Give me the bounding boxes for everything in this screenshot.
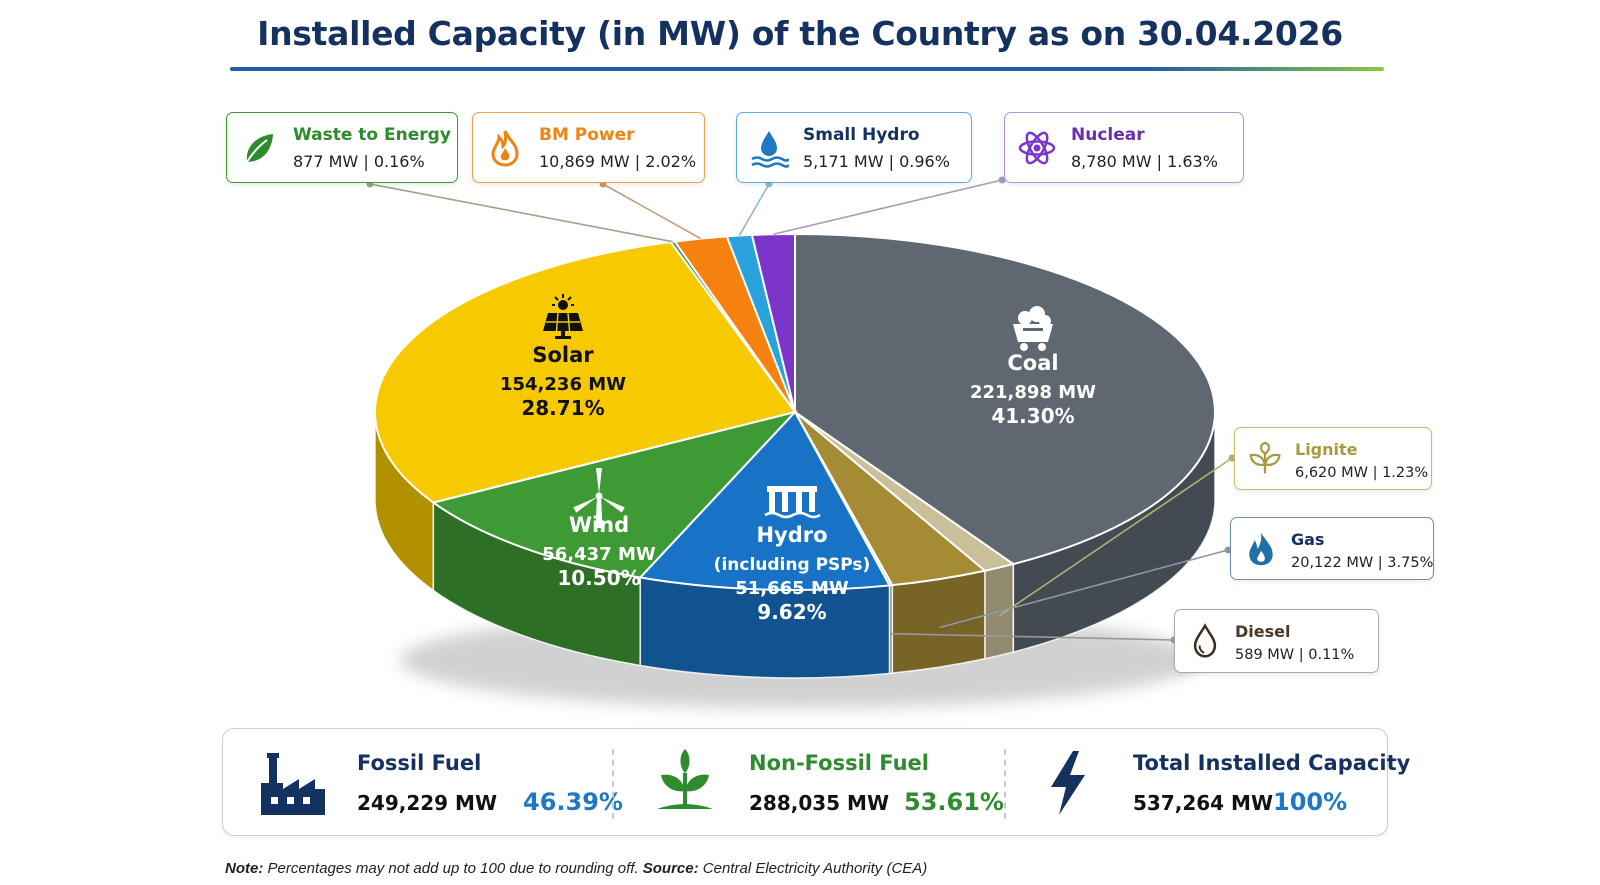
summary-fossil: Fossil Fuel 249,229 MW 46.39% bbox=[257, 729, 623, 835]
slice-hydro bbox=[638, 410, 892, 591]
plant-leaves-icon bbox=[1249, 441, 1281, 473]
slice-label-name: Coal bbox=[1007, 351, 1058, 375]
callout-value: 589 MW | 0.11% bbox=[1235, 647, 1355, 663]
leader-line bbox=[738, 183, 770, 236]
leader-lignite bbox=[998, 454, 1236, 617]
slice-label-pct: 28.71% bbox=[521, 396, 604, 420]
lightning-bolt-icon bbox=[1051, 751, 1085, 815]
callout-lignite: Lignite 6,620 MW | 1.23% bbox=[1234, 427, 1432, 490]
atom-icon bbox=[1018, 131, 1056, 164]
title-underline bbox=[230, 67, 1384, 71]
solar-panel-icon bbox=[543, 294, 583, 339]
footnote: Note: Percentages may not add up to 100 … bbox=[225, 860, 927, 877]
slice-solar bbox=[374, 240, 797, 504]
callout-bm-power: BM Power 10,869 MW | 2.02% bbox=[472, 112, 705, 183]
callout-waste-to-energy: Waste to Energy 877 MW | 0.16% bbox=[226, 112, 458, 183]
factory-icon bbox=[261, 753, 325, 815]
oil-drop-icon bbox=[1193, 623, 1217, 658]
callout-diesel: Diesel 589 MW | 0.11% bbox=[1174, 609, 1379, 673]
summary-mw: 249,229 MW bbox=[357, 791, 498, 815]
callout-name: Small Hydro bbox=[803, 125, 920, 145]
summary-divider bbox=[1004, 749, 1006, 819]
summary-label: Fossil Fuel bbox=[357, 751, 482, 775]
callout-name: Diesel bbox=[1235, 622, 1291, 641]
leaf-icon bbox=[246, 133, 273, 163]
sprout-icon bbox=[657, 749, 713, 809]
callout-value: 8,780 MW | 1.63% bbox=[1071, 152, 1218, 171]
callout-nuclear: Nuclear 8,780 MW | 1.63% bbox=[1004, 112, 1244, 183]
slice-label-pct: 41.30% bbox=[991, 404, 1074, 428]
slice-label-hydro: Hydro (including PSPs) 51,665 MW9.62% bbox=[714, 523, 871, 624]
slice-label-mw: 56,437 MW bbox=[542, 544, 656, 565]
summary-total: Total Installed Capacity 537,264 MW 100% bbox=[1033, 729, 1410, 835]
summary-label: Non-Fossil Fuel bbox=[749, 751, 929, 775]
leader-waste-to-energy bbox=[366, 180, 673, 243]
slice-icons bbox=[543, 294, 1053, 528]
callout-small-hydro: Small Hydro 5,171 MW | 0.96% bbox=[736, 112, 972, 183]
leader-dot bbox=[998, 176, 1006, 184]
callout-value: 20,122 MW | 3.75% bbox=[1291, 555, 1434, 571]
summary-percent: 100% bbox=[1273, 788, 1348, 816]
slice-label-sub: (including PSPs) bbox=[714, 555, 871, 575]
callout-name: Waste to Energy bbox=[293, 125, 451, 145]
callout-value: 877 MW | 0.16% bbox=[293, 152, 425, 171]
water-drop-icon bbox=[751, 130, 789, 168]
leader-dot bbox=[1224, 546, 1232, 554]
slice-label-pct: 9.62% bbox=[757, 600, 826, 624]
leader-line bbox=[369, 183, 673, 243]
callout-name: Gas bbox=[1291, 530, 1325, 549]
note-text: Percentages may not add up to 100 due to… bbox=[263, 860, 643, 877]
summary-label: Total Installed Capacity bbox=[1133, 751, 1411, 775]
summary-percent: 53.61% bbox=[904, 788, 1004, 816]
leader-line bbox=[773, 179, 1003, 236]
leader-nuclear bbox=[773, 176, 1006, 236]
wind-turbine-icon bbox=[573, 468, 625, 528]
slice-label-mw: 51,665 MW bbox=[735, 578, 849, 599]
summary-percent: 46.39% bbox=[523, 788, 623, 816]
coal-cart-icon bbox=[1013, 306, 1053, 351]
callout-name: BM Power bbox=[539, 125, 635, 145]
source-text: Central Electricity Authority (CEA) bbox=[698, 860, 928, 877]
callout-value: 6,620 MW | 1.23% bbox=[1295, 465, 1429, 481]
leader-line bbox=[939, 549, 1229, 629]
summary-mw: 288,035 MW bbox=[749, 791, 890, 815]
callout-name: Lignite bbox=[1295, 440, 1358, 459]
leader-small-hydro bbox=[738, 180, 773, 236]
callout-value: 10,869 MW | 2.02% bbox=[539, 152, 697, 171]
leader-gas bbox=[939, 546, 1232, 629]
hydro-dam-icon bbox=[764, 486, 821, 519]
slice-label-name: Solar bbox=[532, 343, 594, 367]
slice-nuclear bbox=[750, 232, 796, 413]
slice-coal bbox=[794, 232, 1216, 566]
slice-label-mw: 154,236 MW bbox=[500, 374, 626, 395]
leader-line bbox=[602, 183, 701, 240]
slice-label-mw: 221,898 MW bbox=[970, 382, 1096, 403]
summary-divider bbox=[612, 749, 614, 819]
summary-panel: Fossil Fuel 249,229 MW 46.39% Non-Fossil… bbox=[222, 728, 1410, 836]
slice-label-name: Hydro bbox=[756, 523, 827, 547]
leader-line bbox=[890, 632, 1175, 641]
leader-dot bbox=[1228, 454, 1236, 462]
chart-title: Installed Capacity (in MW) of the Countr… bbox=[257, 14, 1343, 53]
callout-gas: Gas 20,122 MW | 3.75% bbox=[1230, 517, 1434, 580]
slice-wind bbox=[431, 410, 799, 579]
slice-label-pct: 10.50% bbox=[557, 566, 640, 590]
summary-mw: 537,264 MW bbox=[1133, 791, 1274, 815]
pie-tops bbox=[374, 232, 1216, 591]
note-label: Note: bbox=[225, 860, 264, 877]
leader-line bbox=[998, 457, 1233, 617]
source-label: Source: bbox=[642, 860, 699, 877]
callout-name: Nuclear bbox=[1071, 125, 1145, 145]
callout-value: 5,171 MW | 0.96% bbox=[803, 152, 950, 171]
slice-side-gas bbox=[891, 569, 986, 674]
gas-flame-icon bbox=[1249, 532, 1273, 565]
flame-icon bbox=[491, 129, 519, 167]
summary-non-fossil: Non-Fossil Fuel 288,035 MW 53.61% bbox=[649, 729, 1004, 835]
